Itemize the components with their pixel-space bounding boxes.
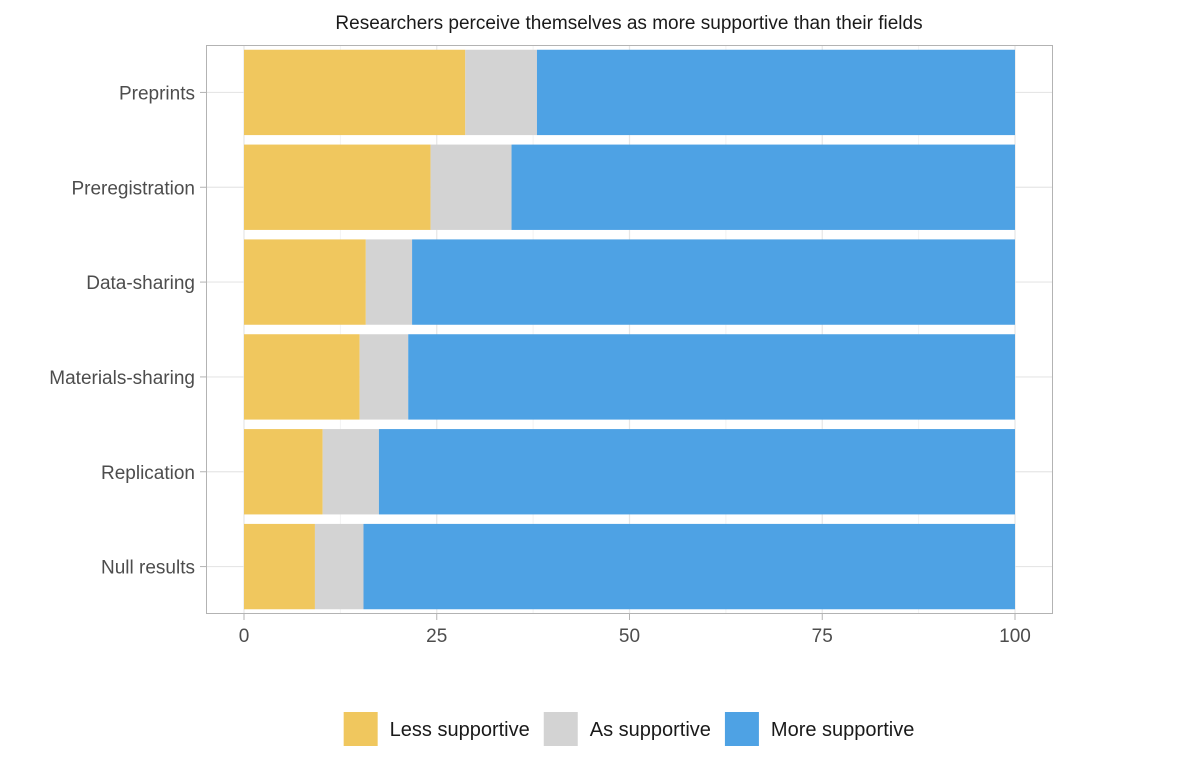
- legend-label: More supportive: [771, 719, 914, 741]
- x-tick-label: 75: [812, 626, 833, 647]
- bar-preregistration-more-supportive: [511, 144, 1015, 230]
- bar-materials-sharing-more-supportive: [408, 334, 1015, 420]
- bar-materials-sharing-as-supportive: [359, 334, 409, 420]
- bar-preprints-as-supportive: [465, 49, 537, 136]
- chart-title: Researchers perceive themselves as more …: [335, 13, 922, 34]
- legend-label: As supportive: [590, 719, 711, 741]
- bar-materials-sharing-less-supportive: [244, 334, 360, 420]
- bar-preprints-less-supportive: [244, 49, 466, 136]
- bar-layer: [244, 49, 1015, 610]
- x-tick-label: 0: [239, 626, 250, 647]
- bar-data-sharing-more-supportive: [412, 239, 1015, 325]
- bar-null-results-more-supportive: [363, 523, 1015, 610]
- y-tick-label: Data-sharing: [86, 273, 195, 294]
- y-axis: Preprints Preregistration Data-sharing Mate…: [49, 83, 206, 579]
- bar-data-sharing-less-supportive: [244, 239, 366, 325]
- bar-data-sharing-as-supportive: [365, 239, 413, 325]
- bar-preprints-more-supportive: [536, 49, 1015, 136]
- bar-replication-more-supportive: [378, 429, 1015, 515]
- bar-preregistration-as-supportive: [430, 144, 512, 230]
- y-tick-label: Preregistration: [71, 178, 195, 199]
- bar-null-results-less-supportive: [244, 523, 315, 610]
- legend-label: Less supportive: [390, 719, 530, 741]
- legend: Less supportive As supportive More support…: [343, 712, 914, 746]
- x-axis: 0 25 50 75 100: [239, 614, 1031, 647]
- bar-null-results-as-supportive: [314, 523, 364, 610]
- bar-preregistration-less-supportive: [244, 144, 431, 230]
- y-tick-label: Null results: [101, 558, 195, 579]
- legend-swatch: [343, 712, 378, 746]
- panel-border: [206, 45, 1053, 614]
- legend-swatch: [724, 712, 759, 746]
- x-tick-label: 50: [619, 626, 640, 647]
- bar-replication-as-supportive: [322, 429, 379, 515]
- legend-swatch: [543, 712, 578, 746]
- y-tick-label: Replication: [101, 463, 195, 484]
- x-tick-label: 100: [999, 626, 1031, 647]
- bar-replication-less-supportive: [244, 429, 323, 515]
- y-tick-label: Materials-sharing: [49, 368, 195, 389]
- y-tick-label: Preprints: [119, 83, 195, 104]
- x-tick-label: 25: [426, 626, 447, 647]
